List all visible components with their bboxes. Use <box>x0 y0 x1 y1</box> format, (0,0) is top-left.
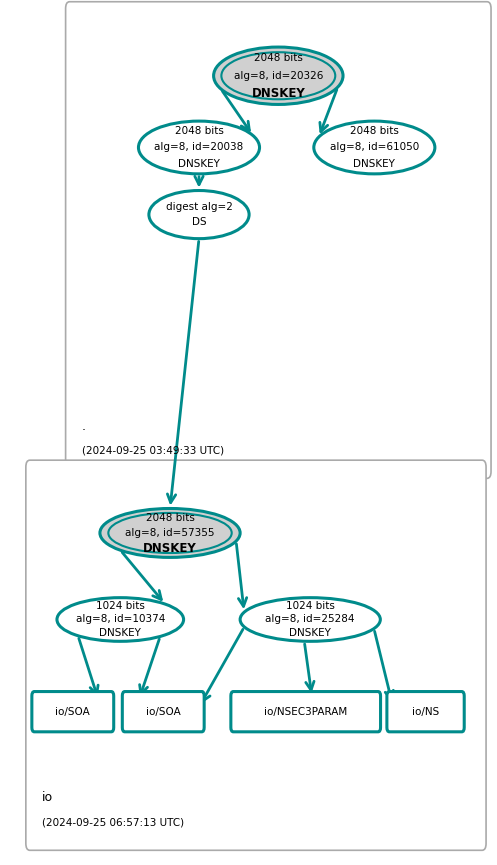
Text: io/SOA: io/SOA <box>146 707 180 717</box>
Ellipse shape <box>314 121 435 174</box>
Text: io: io <box>42 791 53 804</box>
Text: alg=8, id=25284: alg=8, id=25284 <box>265 614 355 625</box>
Ellipse shape <box>100 509 240 557</box>
Ellipse shape <box>139 121 259 174</box>
Ellipse shape <box>240 598 380 641</box>
Text: io/SOA: io/SOA <box>55 707 90 717</box>
Text: alg=8, id=10374: alg=8, id=10374 <box>76 614 165 625</box>
Text: 2048 bits: 2048 bits <box>254 53 303 63</box>
Text: DNSKEY: DNSKEY <box>353 159 395 169</box>
FancyBboxPatch shape <box>66 2 491 478</box>
Text: DNSKEY: DNSKEY <box>99 628 141 638</box>
Text: DNSKEY: DNSKEY <box>251 87 305 100</box>
Text: digest alg=2: digest alg=2 <box>166 202 233 212</box>
FancyBboxPatch shape <box>32 691 114 732</box>
Text: 2048 bits: 2048 bits <box>146 513 194 522</box>
FancyBboxPatch shape <box>387 691 464 732</box>
Ellipse shape <box>214 47 343 105</box>
Text: (2024-09-25 06:57:13 UTC): (2024-09-25 06:57:13 UTC) <box>42 817 184 828</box>
Ellipse shape <box>57 598 183 641</box>
Text: 2048 bits: 2048 bits <box>350 126 399 136</box>
Text: (2024-09-25 03:49:33 UTC): (2024-09-25 03:49:33 UTC) <box>82 445 224 456</box>
FancyBboxPatch shape <box>231 691 381 732</box>
Text: 1024 bits: 1024 bits <box>96 601 145 611</box>
Text: DNSKEY: DNSKEY <box>143 541 197 554</box>
Text: 1024 bits: 1024 bits <box>286 601 334 611</box>
Text: DNSKEY: DNSKEY <box>289 628 331 638</box>
Text: alg=8, id=57355: alg=8, id=57355 <box>125 528 215 538</box>
Text: io/NSEC3PARAM: io/NSEC3PARAM <box>264 707 347 717</box>
Text: .: . <box>82 420 86 432</box>
Text: 2048 bits: 2048 bits <box>174 126 224 136</box>
Text: DS: DS <box>192 217 206 227</box>
FancyBboxPatch shape <box>26 460 486 850</box>
FancyBboxPatch shape <box>122 691 204 732</box>
Text: DNSKEY: DNSKEY <box>178 159 220 169</box>
Text: alg=8, id=61050: alg=8, id=61050 <box>330 143 419 152</box>
Text: alg=8, id=20326: alg=8, id=20326 <box>234 71 323 80</box>
Text: io/NS: io/NS <box>412 707 439 717</box>
Ellipse shape <box>149 190 249 239</box>
Text: alg=8, id=20038: alg=8, id=20038 <box>155 143 244 152</box>
